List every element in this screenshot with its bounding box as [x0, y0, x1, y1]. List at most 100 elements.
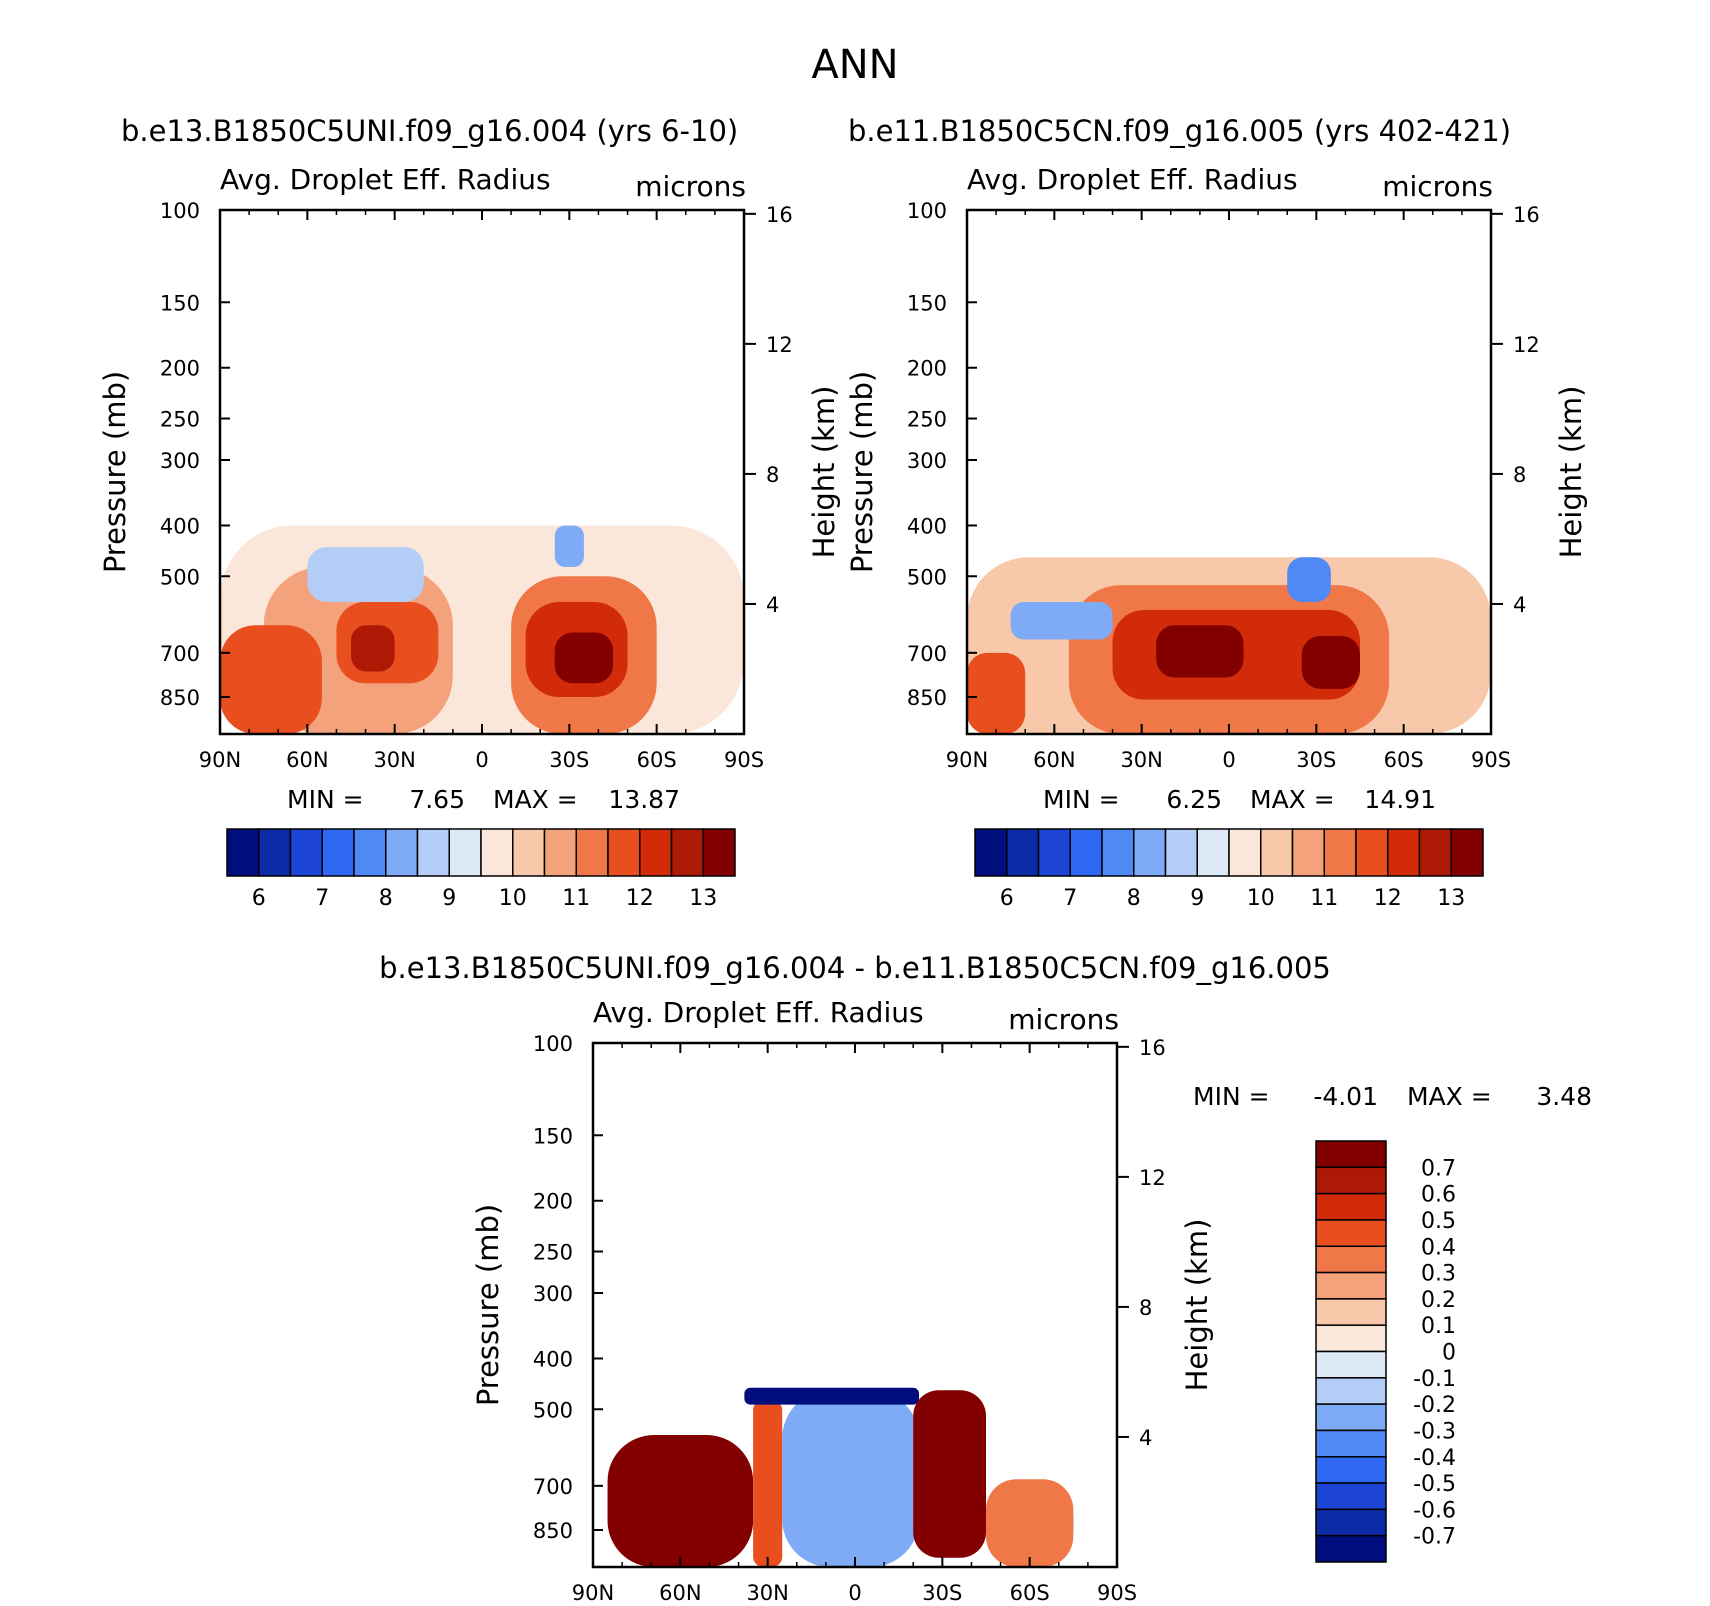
pressure-tick-label: 300: [160, 449, 200, 473]
colorbar-box: [1315, 1377, 1387, 1405]
colorbar-box: [258, 828, 292, 877]
colorbar-box: [670, 828, 704, 877]
colorbar-box: [543, 828, 577, 877]
units-label: microns: [635, 170, 746, 203]
colorbar-box: [353, 828, 387, 877]
pressure-axis-label: Pressure (mb): [845, 371, 879, 573]
colorbar-box: [1196, 828, 1230, 877]
contour-region-upper_blue2: [554, 525, 584, 567]
pressure-tick-label: 850: [533, 1519, 573, 1543]
panel-test: 90N 60N 30N 0 30S 60S 90S 100 150 200 250 300 400 500…: [98, 163, 841, 772]
height-tick-label: 16: [1139, 1036, 1166, 1060]
colorbar-tick-label: 11: [562, 886, 590, 911]
colorbar-tick-label: 0.7: [1421, 1156, 1456, 1181]
pressure-tick-label: 500: [160, 565, 200, 589]
contour-region-sh_pos: [913, 1390, 986, 1558]
pressure-tick-label: 700: [160, 642, 200, 666]
colorbar-box: [974, 828, 1008, 877]
x-tick-label: 60N: [286, 748, 328, 772]
contour-region-core_s: [1301, 635, 1360, 689]
pressure-tick-label: 700: [533, 1475, 573, 1499]
x-tick-label: 30N: [746, 1581, 788, 1605]
colorbar-box: [1315, 1534, 1387, 1563]
pressure-tick-label: 500: [907, 565, 947, 589]
units-label: microns: [1008, 1003, 1119, 1036]
colorbar-box: [1315, 1219, 1387, 1247]
contour-region-nh_core: [351, 625, 395, 672]
pressure-tick-label: 250: [533, 1241, 573, 1265]
max-value-test: 13.87: [608, 785, 680, 814]
min-value-diff: -4.01: [1313, 1082, 1378, 1111]
colorbar-box: [1164, 828, 1198, 877]
contour-region-sh_pos_low: [986, 1479, 1074, 1567]
colorbar-box: [1315, 1508, 1387, 1537]
pressure-tick-label: 100: [160, 199, 200, 223]
colorbar-box: [448, 828, 482, 877]
colorbar-tick-label: 11: [1310, 886, 1338, 911]
x-tick-label: 30S: [1296, 748, 1336, 772]
pressure-tick-label: 400: [533, 1347, 573, 1371]
colorbar-tick-label: 12: [1374, 886, 1402, 911]
colorbar-box: [702, 828, 736, 877]
colorbar-box: [226, 828, 260, 877]
height-tick-label: 12: [1139, 1166, 1166, 1190]
colorbar-box: [1315, 1429, 1387, 1458]
pressure-tick-label: 250: [160, 408, 200, 432]
colorbar-tick-label: -0.4: [1413, 1446, 1456, 1471]
panel-control: 90N 60N 30N 0 30S 60S 90S 100 150 200 250 300 400 500…: [845, 163, 1588, 772]
colorbar-tick-label: 7: [315, 886, 329, 911]
colorbar-box: [1355, 828, 1389, 877]
x-tick-label: 90N: [572, 1581, 614, 1605]
panel-diff: 90N 60N 30N 0 30S 60S 90S 100 150 200 250 300 400 500…: [471, 996, 1214, 1605]
min-label-control: MIN =: [1043, 785, 1120, 814]
x-tick-label: 30N: [1120, 748, 1162, 772]
max-label-control: MAX =: [1250, 785, 1335, 814]
pressure-tick-label: 400: [160, 514, 200, 538]
contour-region-nh_blue: [1010, 602, 1113, 640]
pressure-tick-label: 100: [533, 1032, 573, 1056]
colorbar-box: [512, 828, 546, 877]
height-tick-label: 16: [766, 203, 793, 227]
pressure-tick-label: 500: [533, 1398, 573, 1422]
min-label-test: MIN =: [287, 785, 364, 814]
panel-title-diff: b.e13.B1850C5UNI.f09_g16.004 - b.e11.B18…: [379, 951, 1331, 985]
height-tick-label: 8: [1139, 1296, 1152, 1320]
colorbar-box: [416, 828, 450, 877]
x-tick-label: 90N: [199, 748, 241, 772]
colorbar-diff: 0.70.60.50.40.30.20.10-0.1-0.2-0.3-0.4-0…: [1315, 1140, 1456, 1563]
height-tick-label: 4: [1139, 1426, 1152, 1450]
contour-fill-group: [607, 1387, 1074, 1567]
colorbar-tick-label: -0.1: [1413, 1367, 1456, 1392]
pressure-tick-label: 150: [907, 291, 947, 315]
contour-region-sh_blue: [1287, 557, 1331, 603]
colorbar-box: [1387, 828, 1421, 877]
colorbar-box: [1315, 1140, 1387, 1169]
pressure-tick-label: 200: [160, 357, 200, 381]
height-tick-label: 4: [1513, 593, 1526, 617]
colorbar-tick-label: 0.1: [1421, 1314, 1456, 1339]
x-tick-label: 0: [848, 1581, 861, 1605]
variable-label: Avg. Droplet Eff. Radius: [220, 163, 551, 196]
colorbar-box: [1101, 828, 1135, 877]
pressure-axis-label: Pressure (mb): [471, 1204, 505, 1406]
colorbar-tick-label: 0.2: [1421, 1288, 1456, 1313]
contour-region-upper_neg: [744, 1387, 920, 1405]
contour-region-upper_blue: [307, 547, 424, 603]
colorbar-tick-label: 9: [442, 886, 456, 911]
colorbar-tick-label: 10: [499, 886, 527, 911]
colorbar-box: [1315, 1350, 1387, 1379]
figure-title: ANN: [811, 42, 898, 88]
colorbar-tick-label: 8: [1127, 886, 1141, 911]
colorbar-tick-label: 0.4: [1421, 1235, 1456, 1260]
colorbar-control: 6 7 8 9 10 11 12 13: [974, 828, 1484, 911]
x-tick-label: 0: [1222, 748, 1235, 772]
colorbar-tick-label: 8: [379, 886, 393, 911]
variable-label: Avg. Droplet Eff. Radius: [593, 996, 924, 1029]
height-tick-label: 8: [766, 463, 779, 487]
min-value-control: 6.25: [1166, 785, 1222, 814]
contour-fill-group: [967, 557, 1491, 734]
colorbar-tick-label: -0.5: [1413, 1472, 1456, 1497]
panel-title-control: b.e11.B1850C5CN.f09_g16.005 (yrs 402-421…: [848, 114, 1511, 148]
x-tick-label: 30S: [549, 748, 589, 772]
x-tick-label: 30S: [922, 1581, 962, 1605]
